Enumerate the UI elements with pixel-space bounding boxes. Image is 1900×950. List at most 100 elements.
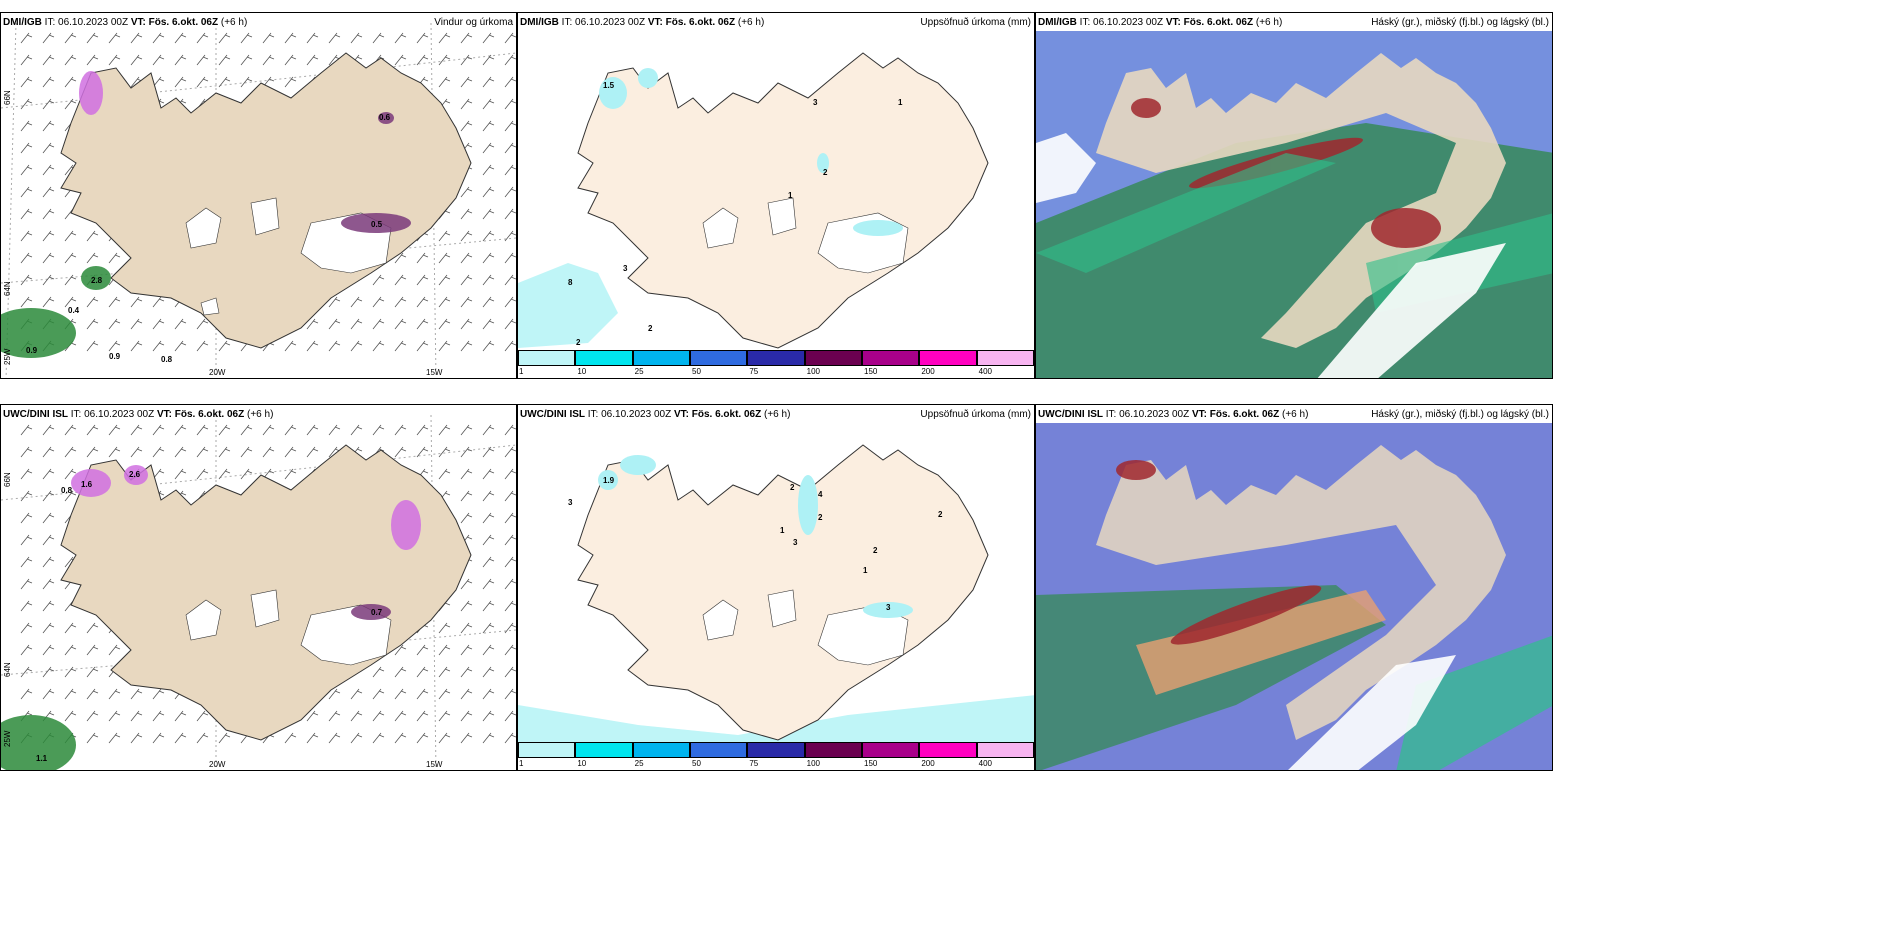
colorbar-swatch — [632, 350, 690, 366]
wind-barb — [108, 732, 121, 744]
precip-label: 3 — [623, 264, 628, 273]
wind-barb — [372, 688, 385, 700]
wind-barb — [130, 296, 143, 308]
precip-label: 0.5 — [371, 220, 383, 229]
panel-accum-precip-uwc: UWC/DINI ISL IT: 06.10.2023 00Z VT: Fös.… — [517, 404, 1035, 771]
wind-barb — [284, 76, 297, 88]
wind-barb — [460, 446, 473, 458]
precip-label: 1.1 — [36, 754, 48, 763]
precip-label: 0.9 — [109, 352, 121, 361]
colorbar-tick: 150 — [864, 367, 878, 376]
wind-barb — [152, 732, 165, 744]
wind-barb — [130, 340, 143, 352]
wind-barb — [482, 688, 495, 700]
field-name: Háský (gr.), miðský (fj.bl.) og lágský (… — [1371, 409, 1549, 420]
wind-barb — [350, 732, 363, 744]
wind-barb — [460, 688, 473, 700]
wind-barb — [438, 424, 451, 436]
wind-barb — [438, 252, 451, 264]
wind-barb — [416, 446, 429, 458]
wind-barb — [108, 54, 121, 66]
wind-barb — [42, 296, 55, 308]
wind-barb — [42, 446, 55, 458]
wind-barb — [174, 446, 187, 458]
wind-barb — [482, 164, 495, 176]
wind-barb — [20, 76, 33, 88]
wind-barb — [438, 54, 451, 66]
wind-barb — [42, 424, 55, 436]
wind-barb — [86, 318, 99, 330]
wind-barb — [504, 622, 516, 634]
panel-clouds-uwc: UWC/DINI ISL IT: 06.10.2023 00Z VT: Fös.… — [1035, 404, 1553, 771]
wind-barb — [416, 252, 429, 264]
wind-barb — [284, 468, 297, 480]
wind-barb — [64, 688, 77, 700]
wind-barb — [460, 252, 473, 264]
wind-barb — [108, 710, 121, 722]
colorbar-swatch — [632, 742, 690, 758]
wind-barb — [306, 424, 319, 436]
colorbar-tick: 10 — [577, 367, 587, 376]
wind-barb — [460, 666, 473, 678]
precip-label: 0.4 — [68, 306, 80, 315]
colorbar-tick: 100 — [806, 759, 821, 768]
wind-barb — [372, 732, 385, 744]
wind-barb — [394, 710, 407, 722]
wind-barb — [86, 732, 99, 744]
colorbar-swatch — [747, 742, 805, 758]
wind-barb — [504, 252, 516, 264]
wind-barb — [86, 424, 99, 436]
wind-barb — [42, 578, 55, 590]
wind-barb — [240, 468, 253, 480]
wind-barb — [306, 54, 319, 66]
wind-barb — [20, 274, 33, 286]
precip-label: 3 — [793, 538, 798, 547]
wind-barb — [152, 424, 165, 436]
colorbar-swatch — [862, 742, 920, 758]
wind-barb — [438, 688, 451, 700]
wind-barb — [460, 318, 473, 330]
wind-barb — [152, 710, 165, 722]
wind-barb — [86, 644, 99, 656]
wind-barb — [482, 186, 495, 198]
panel-title: UWC/DINI ISL IT: 06.10.2023 00Z VT: Fös.… — [520, 409, 791, 420]
wind-barb — [438, 274, 451, 286]
wind-barb — [218, 732, 231, 744]
wind-barb — [372, 296, 385, 308]
wind-barb — [130, 710, 143, 722]
wind-barb — [460, 578, 473, 590]
wind-barb — [196, 318, 209, 330]
wind-barb — [64, 274, 77, 286]
wind-barb — [460, 230, 473, 242]
wind-barb — [20, 556, 33, 568]
wind-barb — [174, 76, 187, 88]
wind-barb — [482, 208, 495, 220]
wind-barb — [504, 230, 516, 242]
precip-label: 2 — [938, 510, 943, 519]
colorbar-swatch — [575, 742, 633, 758]
wind-barb — [460, 600, 473, 612]
wind-barb — [482, 644, 495, 656]
field-name: Háský (gr.), miðský (fj.bl.) og lágský (… — [1371, 17, 1549, 28]
wind-barb — [42, 208, 55, 220]
wind-barb — [262, 424, 275, 436]
wind-barb — [438, 76, 451, 88]
wind-barb — [108, 424, 121, 436]
wind-barb — [482, 318, 495, 330]
wind-barb — [20, 622, 33, 634]
wind-barb — [20, 534, 33, 546]
panel-title: UWC/DINI ISL IT: 06.10.2023 00Z VT: Fös.… — [3, 409, 274, 420]
precip-label: 1 — [863, 566, 868, 575]
wind-barb — [218, 54, 231, 66]
colorbar-swatch — [690, 742, 748, 758]
wind-barb — [482, 296, 495, 308]
lat-label: 64N — [3, 281, 12, 296]
wind-barb — [394, 54, 407, 66]
colorbar: 1 10 25 50 75 100 150 200 400 — [518, 742, 1034, 770]
wind-barb — [86, 446, 99, 458]
wind-barb — [174, 468, 187, 480]
wind-barb — [416, 318, 429, 330]
glaciers — [185, 589, 392, 666]
wind-barb — [416, 732, 429, 744]
wind-barb — [42, 186, 55, 198]
